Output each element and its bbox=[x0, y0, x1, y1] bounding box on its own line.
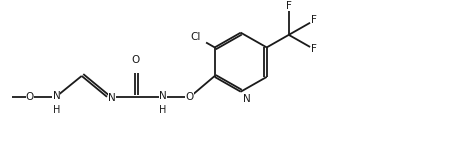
Text: Cl: Cl bbox=[190, 32, 201, 42]
Text: O: O bbox=[131, 55, 139, 65]
Text: N: N bbox=[243, 94, 250, 104]
Text: N: N bbox=[108, 93, 116, 103]
Text: H: H bbox=[53, 105, 60, 115]
Text: O: O bbox=[26, 92, 34, 102]
Text: N: N bbox=[53, 91, 60, 101]
Text: F: F bbox=[286, 1, 292, 11]
Text: H: H bbox=[159, 105, 167, 115]
Text: O: O bbox=[185, 92, 194, 102]
Text: F: F bbox=[311, 44, 317, 54]
Text: N: N bbox=[159, 91, 167, 101]
Text: F: F bbox=[311, 15, 317, 25]
